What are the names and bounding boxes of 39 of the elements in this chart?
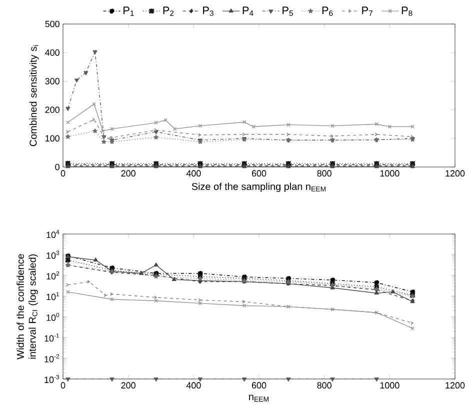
x-tick-label: 600 [252, 382, 266, 389]
x-axis-title: Size of the sampling plan n$_{EEM}$ [192, 182, 326, 192]
legend-label: P$_{1}$ [124, 6, 134, 16]
y-tick-label: 10$^{4}$ [46, 230, 60, 238]
y-tick-label: 0 [55, 164, 60, 170]
legend-label: P$_{5}$ [282, 6, 293, 16]
y-tick-label: 10$^{0}$ [46, 312, 60, 321]
legend-label: P$_{6}$ [322, 6, 333, 16]
x-tick-label: 0 [60, 170, 66, 177]
x-tick-label: 200 [121, 170, 136, 177]
legend-label: P$_{2}$ [163, 6, 174, 16]
x-tick-label: 400 [186, 382, 201, 389]
y-tick-label: 10$^{2}$ [46, 271, 60, 280]
y-tick-label: 10$^{-2}$ [44, 354, 60, 362]
y-tick-label: 400 [45, 49, 60, 56]
y-tick-label: 10$^{1}$ [46, 292, 60, 300]
y-tick-label: 10$^{-1}$ [44, 334, 60, 342]
x-axis-title: n$_{EEM}$ [249, 394, 269, 402]
x-tick-label: 1200 [446, 170, 465, 177]
y-tick-label: 300 [45, 78, 60, 84]
legend-label: P$_{3}$ [203, 6, 214, 16]
legend-label: P$_{7}$ [362, 6, 372, 16]
y-tick-label: 200 [45, 106, 60, 113]
x-tick-label: 1000 [380, 170, 400, 177]
x-tick-label: 1200 [446, 382, 465, 389]
x-tick-label: 600 [252, 170, 266, 177]
x-tick-label: 0 [60, 382, 66, 389]
x-tick-label: 1000 [380, 382, 400, 389]
legend-label: P$_{8}$ [402, 6, 412, 16]
legend-label: P$_{4}$ [242, 6, 254, 16]
x-tick-label: 400 [186, 170, 201, 177]
y-axis-title: Combined sensitivity s$_{i}$ [29, 45, 39, 146]
y-tick-label: 10$^{3}$ [46, 250, 60, 259]
y-tick-label: 500 [45, 20, 60, 28]
y-tick-label: 100 [46, 135, 60, 142]
y-tick-label: 10$^{-3}$ [44, 374, 60, 384]
x-tick-label: 800 [317, 382, 332, 389]
x-tick-label: 200 [121, 382, 136, 389]
x-tick-label: 800 [317, 170, 332, 177]
